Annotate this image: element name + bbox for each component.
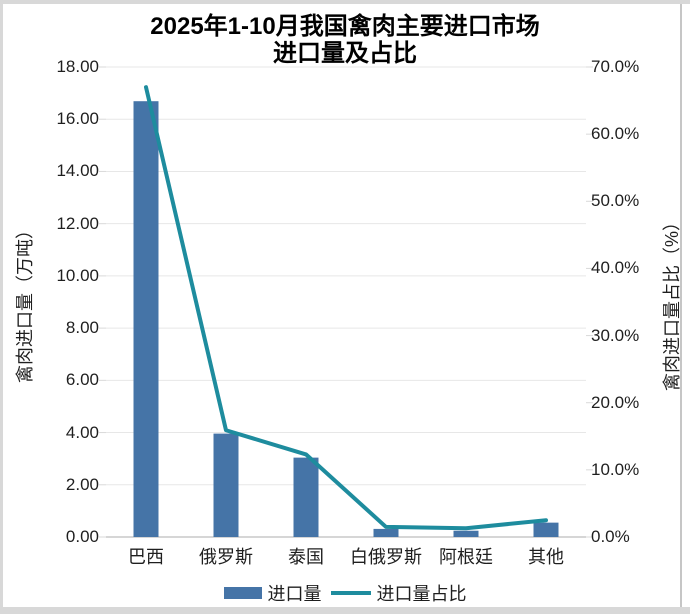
right-axis-tick-label: 0.0% [591,527,630,546]
left-axis-tick-label: 10.00 [56,265,99,285]
import-volume-bar [293,457,319,537]
frame-border-top [0,0,690,4]
frame-border-bottom [0,607,690,614]
left-axis-tick-label: 2.00 [65,474,99,494]
left-axis-tick-label: 0.00 [65,527,99,546]
import-volume-bar [533,522,559,537]
frame-border-left [0,0,3,614]
left-axis-tick-label: 16.00 [56,109,99,129]
x-axis-label: 俄罗斯 [199,547,253,567]
left-axis-tick-label: 14.00 [56,161,99,181]
import-volume-bar [373,528,399,537]
legend-label-import-share: 进口量占比 [376,584,467,604]
legend-item-import-volume: 进口量 [223,580,322,606]
legend: 进口量 进口量占比 [0,580,690,606]
x-axis-label: 阿根廷 [439,547,493,567]
import-volume-bar [133,101,159,537]
right-axis-tick-label: 70.0% [591,57,640,76]
bar-swatch-icon [223,587,262,599]
right-axis-tick-label: 50.0% [591,191,640,211]
import-volume-bar [213,433,239,537]
frame-border-right [680,4,682,607]
right-axis-tick-label: 60.0% [591,124,640,144]
legend-item-import-share: 进口量占比 [330,580,467,606]
import-volume-bar [453,530,479,537]
x-axis-label: 白俄罗斯 [350,547,422,567]
right-axis-tick-label: 40.0% [591,258,640,278]
right-axis-tick-label: 30.0% [591,325,640,345]
chart-title-line2: 进口量及占比 [273,40,417,67]
chart-title: 2025年1-10月我国禽肉主要进口市场 进口量及占比 [0,13,690,67]
legend-label-import-volume: 进口量 [267,584,322,604]
left-axis-tick-label: 6.00 [65,370,99,390]
left-axis-tick-label: 4.00 [65,422,99,442]
import-share-line [144,85,548,531]
x-axis-label: 其他 [528,547,564,567]
x-axis-label: 泰国 [288,547,324,567]
left-axis-tick-label: 18.00 [56,57,99,76]
left-axis-tick-label: 12.00 [56,213,99,233]
right-axis-tick-label: 10.0% [591,459,640,479]
x-axis-label: 巴西 [128,547,164,567]
line-swatch-icon [330,591,371,595]
chart-title-line1: 2025年1-10月我国禽肉主要进口市场 [150,13,540,40]
left-axis-tick-label: 8.00 [65,318,99,338]
right-axis-tick-label: 20.0% [591,392,640,412]
